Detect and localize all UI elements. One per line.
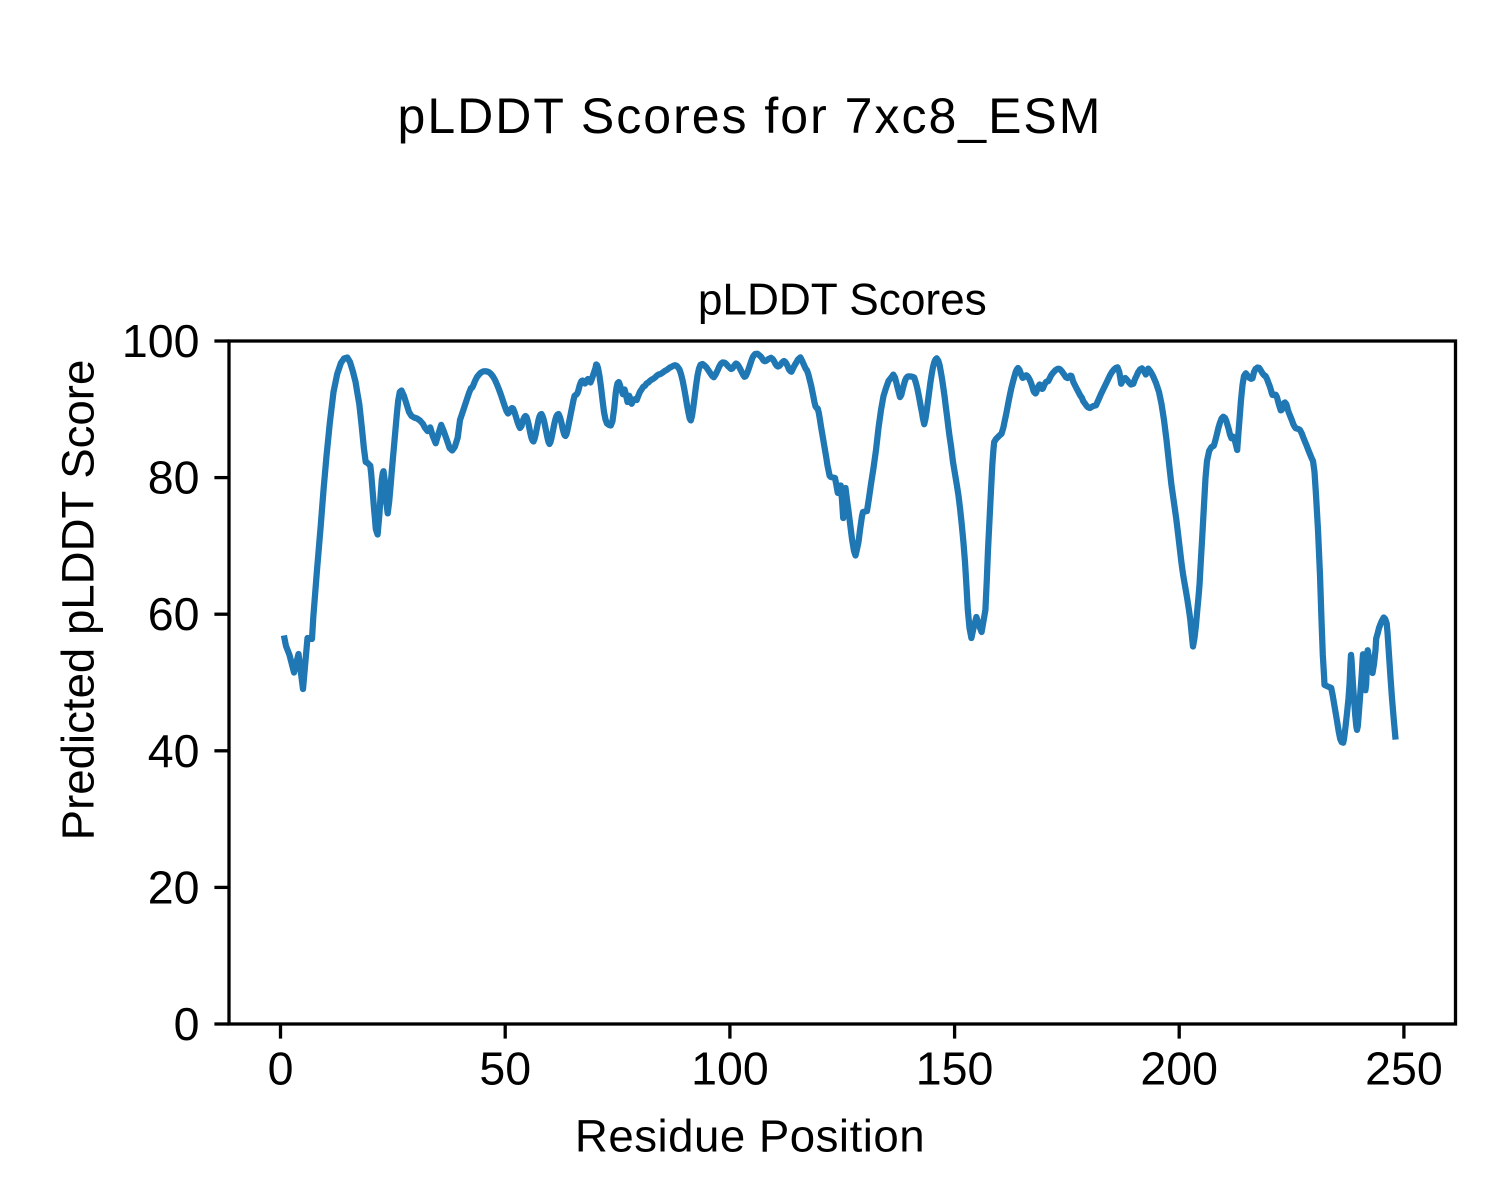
svg-text:Residue Position: Residue Position	[575, 1111, 925, 1162]
svg-text:200: 200	[1140, 1043, 1218, 1095]
svg-text:80: 80	[148, 452, 200, 504]
svg-text:60: 60	[148, 588, 200, 640]
svg-text:100: 100	[122, 315, 200, 367]
svg-text:0: 0	[174, 998, 200, 1050]
svg-text:pLDDT Scores for 7xc8_ESM: pLDDT Scores for 7xc8_ESM	[398, 88, 1103, 144]
svg-text:20: 20	[148, 861, 200, 913]
svg-text:150: 150	[916, 1043, 994, 1095]
svg-text:250: 250	[1365, 1043, 1443, 1095]
svg-text:100: 100	[691, 1043, 769, 1095]
svg-text:50: 50	[479, 1043, 531, 1095]
svg-text:0: 0	[268, 1043, 294, 1095]
svg-text:40: 40	[148, 725, 200, 777]
svg-text:pLDDT Scores: pLDDT Scores	[698, 276, 987, 325]
svg-text:Predicted pLDDT Score: Predicted pLDDT Score	[53, 360, 104, 841]
